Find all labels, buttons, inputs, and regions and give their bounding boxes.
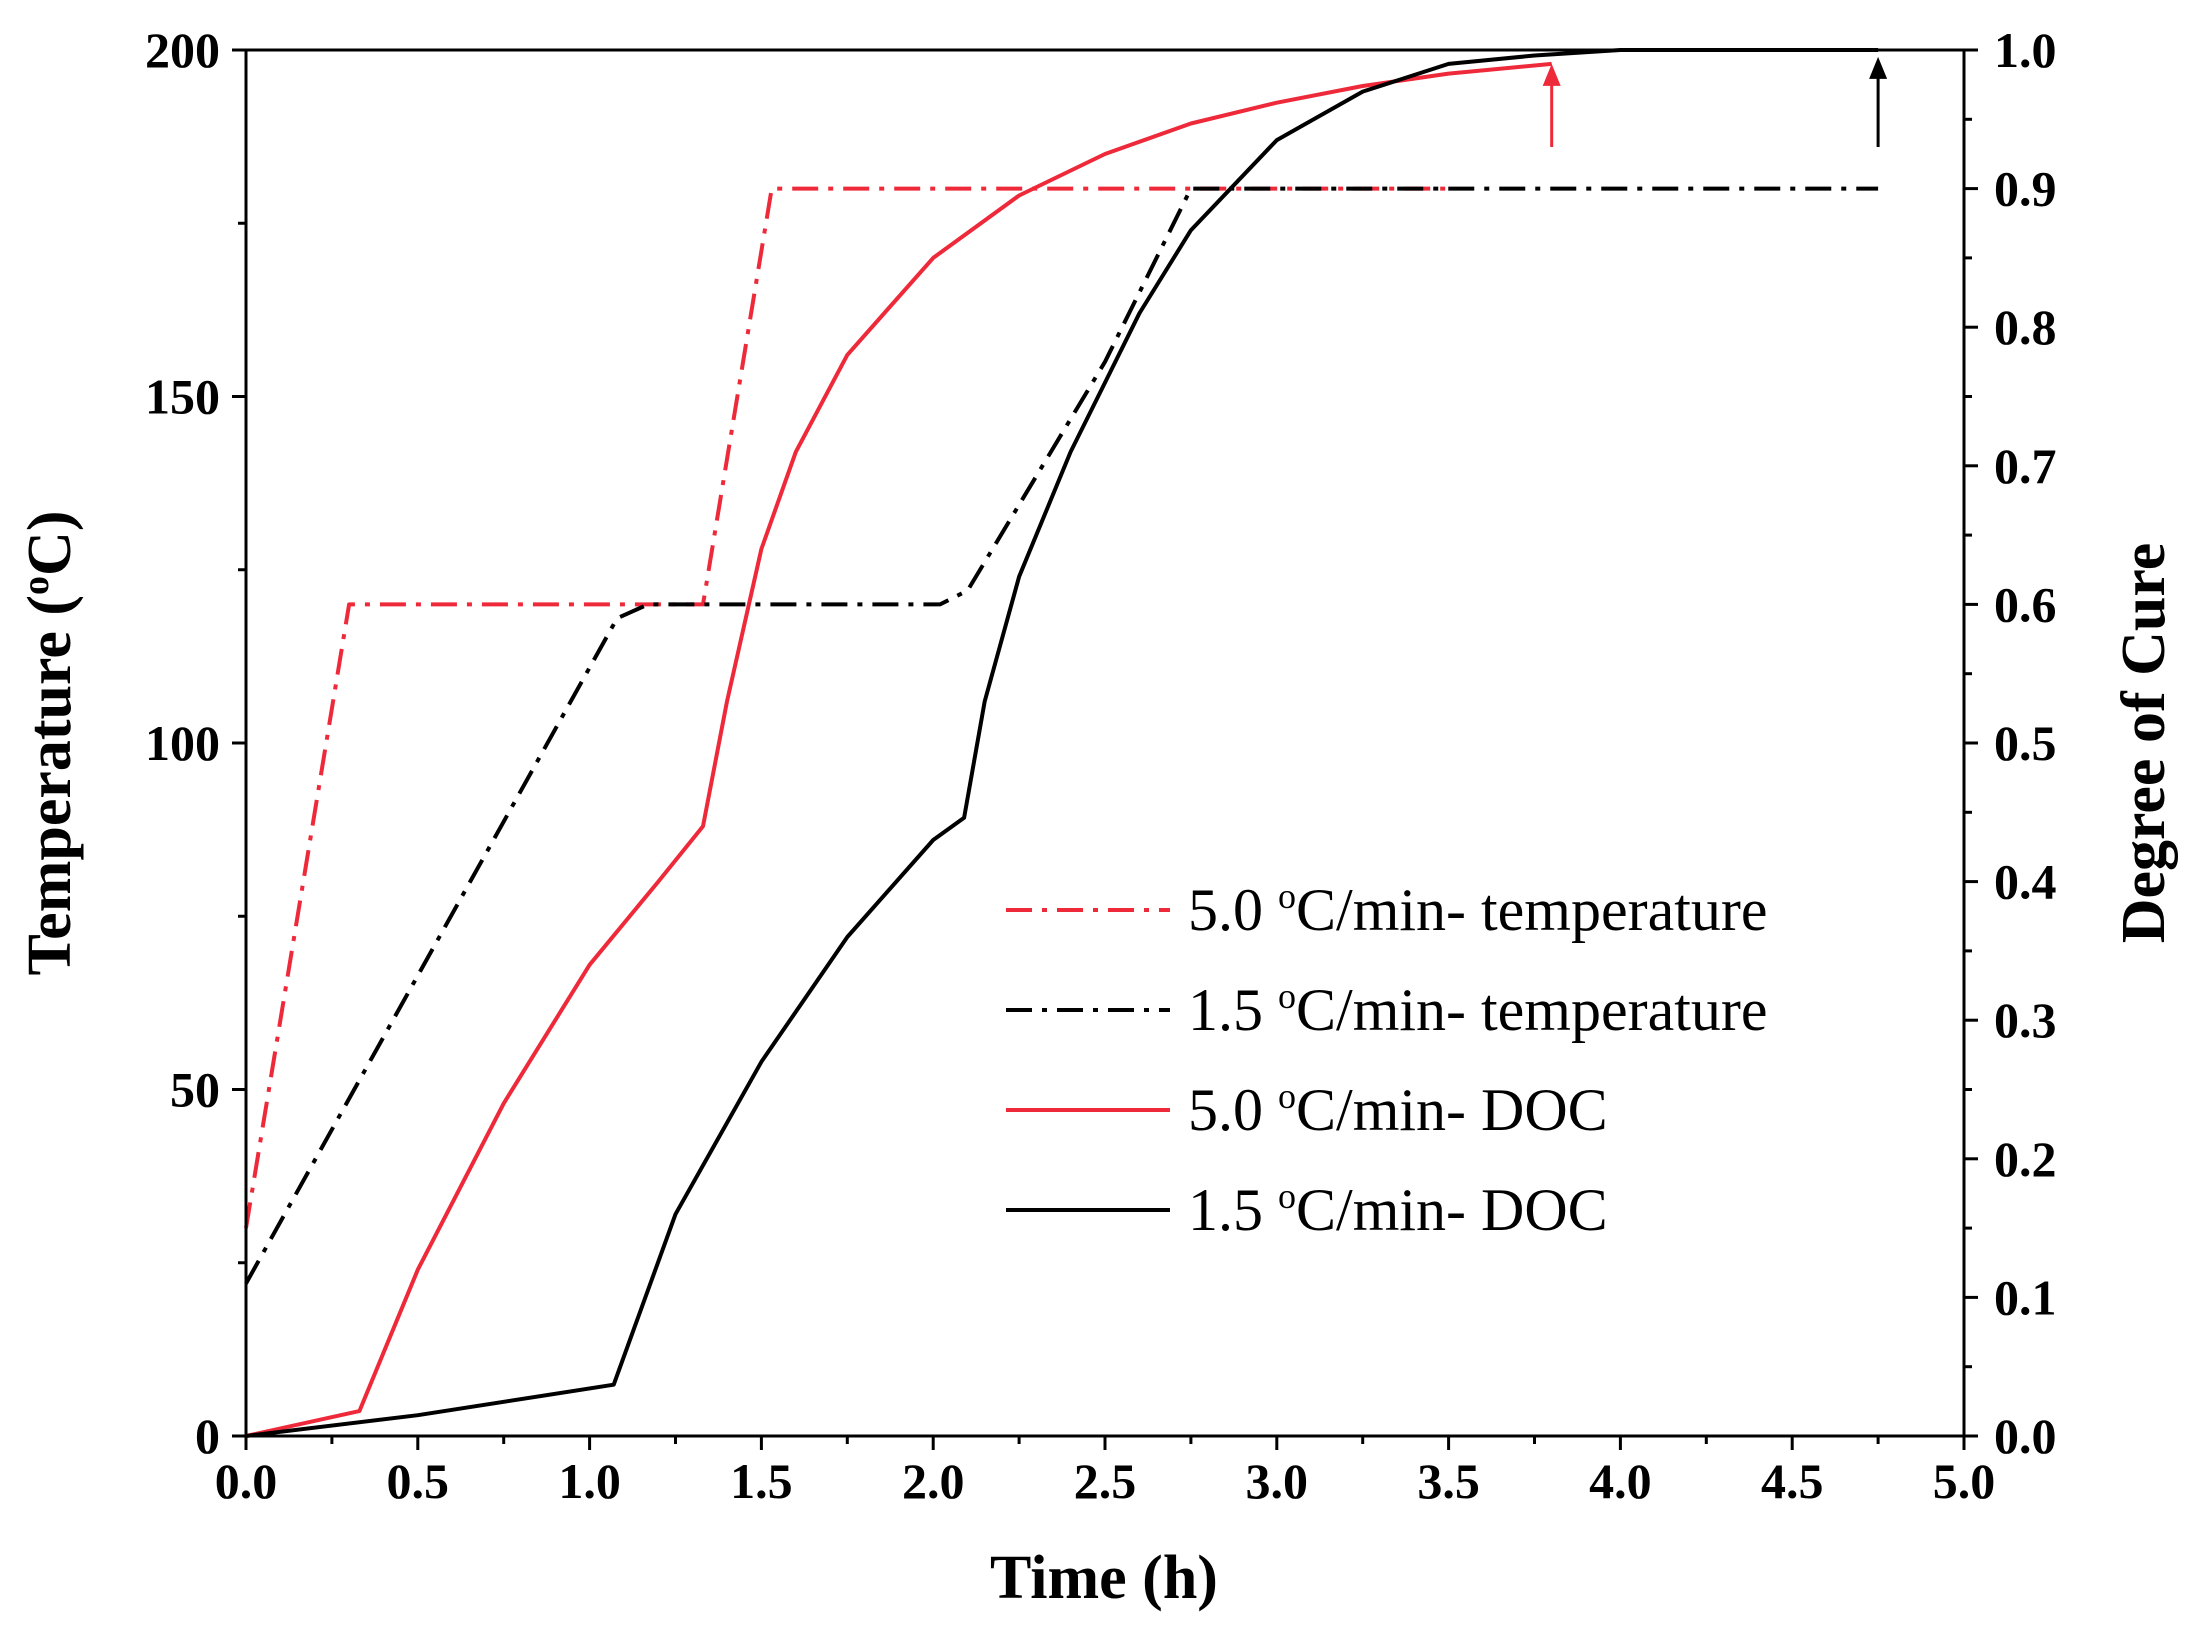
y-left-tick-label: 200 <box>145 22 220 78</box>
x-tick-label: 2.0 <box>902 1453 965 1509</box>
legend-label-4: 1.5 oC/min- DOC <box>1188 1176 1608 1243</box>
y-left-tick-label: 0 <box>195 1408 220 1464</box>
x-axis-label: Time (h) <box>990 1544 1218 1612</box>
x-tick-label: 4.5 <box>1761 1453 1824 1509</box>
y-right-axis-label: Degree of Cure <box>2110 543 2178 944</box>
y-right-tick-label: 0.2 <box>1994 1131 2057 1187</box>
y-right-tick-label: 0.5 <box>1994 715 2057 771</box>
plot-frame <box>244 48 1966 1438</box>
y-left-tick-label: 50 <box>170 1062 220 1118</box>
y-left-axis-label: Temperature (oC) <box>15 511 84 976</box>
arrow-head-1 <box>1542 63 1561 86</box>
x-tick-label: 1.0 <box>558 1453 621 1509</box>
x-tick-label: 2.5 <box>1074 1453 1137 1509</box>
y-right-tick-label: 0.4 <box>1994 854 2057 910</box>
x-tick-label: 5.0 <box>1933 1453 1996 1509</box>
x-tick-label: 4.0 <box>1589 1453 1652 1509</box>
y-right-tick-label: 0.9 <box>1994 161 2057 217</box>
legend-label-3: 5.0 oC/min- DOC <box>1188 1076 1608 1143</box>
y-right-tick-label: 0.0 <box>1994 1408 2057 1464</box>
y-left-tick-label: 100 <box>145 715 220 771</box>
annotations-layer <box>1542 56 1888 148</box>
y-right-tick-label: 1.0 <box>1994 22 2057 78</box>
x-tick-label: 1.5 <box>730 1453 793 1509</box>
y-right-tick-label: 0.6 <box>1994 576 2057 632</box>
y-right-tick-label: 0.3 <box>1994 992 2057 1048</box>
x-tick-label: 0.0 <box>215 1453 278 1509</box>
x-tick-label: 3.5 <box>1417 1453 1480 1509</box>
y-right-tick-label: 0.1 <box>1994 1269 2057 1325</box>
legend: 5.0 oC/min- temperature 1.5 oC/min- tempe… <box>1006 876 1768 1243</box>
x-tick-label: 0.5 <box>387 1453 450 1509</box>
series-line-2 <box>244 186 1879 1285</box>
legend-label-2: 1.5 oC/min- temperature <box>1188 976 1768 1043</box>
y-right-tick-label: 0.8 <box>1994 299 2057 355</box>
y-left-tick-label: 150 <box>145 369 220 425</box>
y-right-tick-label: 0.7 <box>1994 438 2057 494</box>
series-layer <box>244 48 1879 1438</box>
series-line-4 <box>245 48 1879 1438</box>
legend-label-1: 5.0 oC/min- temperature <box>1188 876 1768 943</box>
x-tick-label: 3.0 <box>1246 1453 1309 1509</box>
series-line-1 <box>244 186 1449 1229</box>
arrow-head-2 <box>1869 56 1888 79</box>
series-line-3 <box>245 61 1552 1438</box>
axis-ticks: 0.0 0.5 1.0 1.5 2.0 2.5 3.0 3.5 4.0 4.5 5.0 0 50 100 1… <box>145 22 2057 1509</box>
